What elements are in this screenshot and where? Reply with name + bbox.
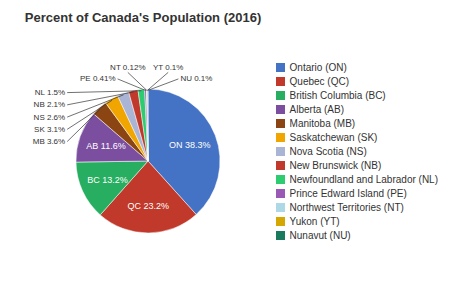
svg-text:MB 3.6%: MB 3.6%: [33, 137, 65, 146]
html-text:Percent of Canada's Population: Percent of Canada's Population (2016): [24, 10, 262, 25]
svg-text:AB 11.6%: AB 11.6%: [86, 141, 125, 151]
html-text:Prince Edward Island (PE): Prince Edward Island (PE): [289, 188, 407, 199]
svg-text:PE 0.41%: PE 0.41%: [80, 74, 116, 83]
html-text:Newfoundland and Labrador (NL): Newfoundland and Labrador (NL): [289, 174, 438, 185]
html-text:Alberta (AB): Alberta (AB): [289, 104, 344, 115]
html-text:Saskatchewan (SK): Saskatchewan (SK): [289, 132, 378, 143]
html-text:British Columbia (BC): British Columbia (BC): [289, 90, 386, 101]
html-text:Nova Scotia (NS): Nova Scotia (NS): [289, 146, 367, 157]
svg-text:NU 0.1%: NU 0.1%: [180, 74, 212, 83]
html-text:Quebec (QC): Quebec (QC): [289, 76, 349, 87]
svg-text:QC 23.2%: QC 23.2%: [127, 201, 169, 211]
html-text:Manitoba (MB): Manitoba (MB): [289, 118, 356, 129]
html-text:Northwest Territories (NT): Northwest Territories (NT): [289, 202, 404, 213]
svg-text:ON 38.3%: ON 38.3%: [169, 140, 211, 150]
svg-text:SK 3.1%: SK 3.1%: [34, 125, 65, 134]
svg-text:NB 2.1%: NB 2.1%: [34, 100, 66, 109]
html-text:New Brunswick (NB): New Brunswick (NB): [289, 160, 382, 171]
svg-text:YT 0.1%: YT 0.1%: [153, 63, 184, 72]
svg-text:NS 2.6%: NS 2.6%: [34, 113, 66, 122]
svg-text:BC 13.2%: BC 13.2%: [87, 175, 128, 185]
svg-text:NL 1.5%: NL 1.5%: [35, 88, 65, 97]
html-text:Yukon (YT): Yukon (YT): [289, 216, 340, 227]
svg-text:NT 0.12%: NT 0.12%: [110, 63, 145, 72]
html-text:Nunavut (NU): Nunavut (NU): [289, 230, 351, 241]
html-text:Ontario (ON): Ontario (ON): [289, 62, 347, 73]
